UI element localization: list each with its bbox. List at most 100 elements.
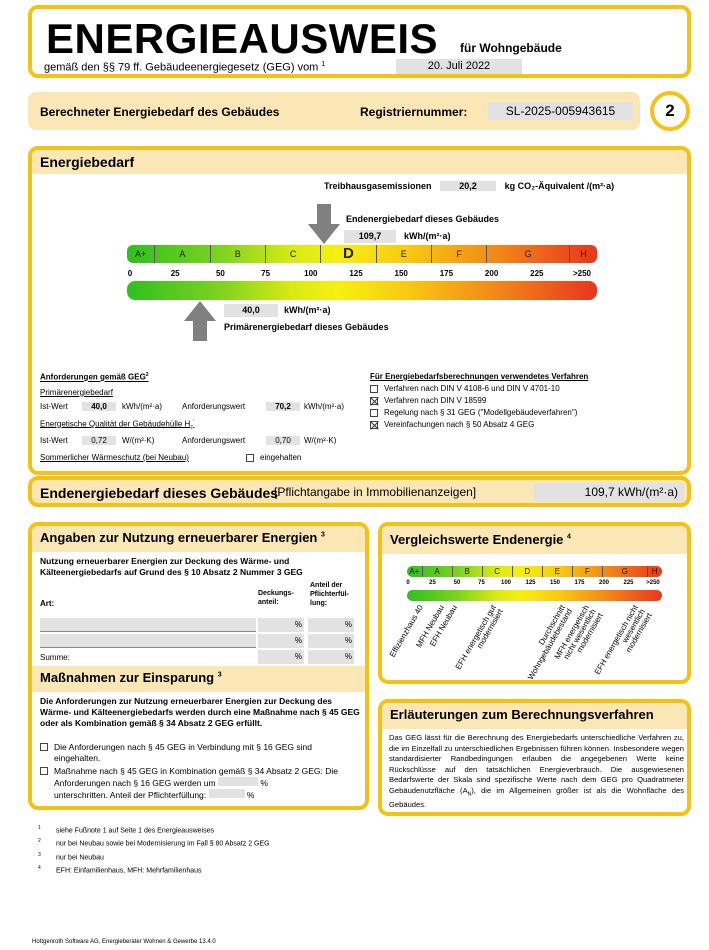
requirement-label: Anforderungswert [182,435,246,445]
tick-label: 125 [525,580,536,586]
renewable-section: Angaben zur Nutzung erneuerbarer Energie… [28,522,369,810]
unit: kWh/(m²·a) [122,401,162,411]
registration-label: Registriernummer: [360,105,468,119]
energy-class-scale: A+ A B C D E F G H [127,245,597,263]
pflicht-field[interactable]: % [308,618,354,632]
tick-label: 125 [349,269,363,278]
method-item: Verfahren nach DIN V 18599 [370,396,670,405]
footnote: 1 siehe Fußnote 1 auf Seite 1 des Energie… [38,823,270,836]
energy-class-a: A [423,566,453,577]
section-title: Energiebedarf [32,150,687,174]
document-title: ENERGIEAUSWEIS [46,15,439,62]
eingehalten-checkbox[interactable] [246,453,254,462]
summary-label: Endenergiebedarf dieses Gebäudes [40,485,279,501]
reduction-field[interactable] [217,777,258,786]
comparison-gradient-bar [407,590,662,601]
energy-class-aplus: A+ [407,566,423,577]
energiebedarf-section: Energiebedarf Treibhausgasemissionen 20,… [28,146,691,475]
method-checkbox[interactable] [370,396,378,405]
page-number-badge: 2 [650,91,690,131]
end-energy-unit: kWh/(m²·a) [404,231,451,241]
energy-class-c: C [266,245,322,263]
footnote: 4 EFH: Einfamilienhaus, MFH: Mehrfamilien… [38,863,270,876]
unit: W/(m²·K) [304,435,337,445]
footnote-ref: 2 [145,372,149,378]
footnote-text: nur bei Neubau sowie bei Modernisierung … [56,840,270,848]
method-label: Regelung nach § 31 GEG ("Modellgebäudeve… [384,408,578,417]
law-reference: gemäß den §§ 79 ff. Gebäudeenergiegesetz… [44,61,325,74]
requirements-title-text: Anforderungen gemäß GEG [40,372,146,382]
co2-unit: kg CO₂-Äquivalent /(m²·a) [504,181,615,191]
registration-bar: Berechneter Energiebedarf des Gebäudes R… [28,92,640,130]
tick-label: 225 [623,580,634,586]
method-checkbox[interactable] [370,408,378,417]
method-item: Vereinfachungen nach § 50 Absatz 4 GEG [370,420,670,429]
requirement-value: 0,70 [266,435,300,445]
art-field[interactable] [40,634,256,648]
text-main: Das GEG lässt für die Berechnung des Ene… [389,733,684,795]
title-text: Angaben zur Nutzung erneuerbarer Energie… [40,530,318,545]
tick-label: 75 [478,580,485,586]
option-1-checkbox[interactable] [40,743,48,751]
tick-label: 0 [127,269,133,278]
energy-class-f: F [573,566,603,577]
art-field[interactable] [40,618,256,632]
summer-protection-label: Sommerlicher Wärmeschutz (bei Neubau) [40,452,189,462]
summer-protection-row: Sommerlicher Wärmeschutz (bei Neubau) ei… [40,453,380,465]
footnote-number: 2 [38,838,41,845]
option-2: Maßnahme nach § 45 GEG in Kombination ge… [40,766,360,801]
footnote-ref: 3 [321,531,325,539]
tick-label: 225 [530,269,544,278]
option-1-label: Die Anforderungen nach § 45 GEG in Verbi… [54,742,312,763]
pflicht-field[interactable]: % [308,650,354,664]
massnahmen-intro: Die Anforderungen zur Nutzung erneuerbar… [40,696,360,728]
comparison-title: Vergleichswerte Endenergie 4 [382,526,687,554]
co2-row: Treibhausgasemissionen 20,2 kg CO₂-Äquiv… [324,181,614,191]
option-2-label-b: unterschritten. Anteil der Pflichterfüll… [54,790,207,800]
requirement-label: Anforderungswert [182,401,246,411]
tick-label: 175 [439,269,454,278]
energy-class-d: D [321,245,377,263]
method-label: Verfahren nach DIN V 4108-6 und DIN V 47… [384,384,560,393]
unit: W/(m²·K) [122,435,155,445]
primary-energy-value: 40,0 [224,304,278,317]
method-checkbox[interactable] [370,384,378,393]
deckung-field[interactable]: % [258,650,304,664]
footnote-text: EFH: Einfamilienhaus, MFH: Mehrfamilienh… [56,867,202,875]
law-text: gemäß den §§ 79 ff. Gebäudeenergiegesetz… [44,61,319,74]
energy-class-d: D [513,566,543,577]
pflicht-field[interactable]: % [308,634,354,648]
share-field[interactable] [208,789,245,798]
col-pflichterfuellung: Anteil der Pflichterfül-lung: [310,582,349,607]
tick-label: 100 [500,580,512,586]
comparison-class-scale: A+ A B C D E F G H [407,566,662,577]
option-2-checkbox[interactable] [40,767,48,775]
tick-label: 100 [304,269,318,278]
footnote-ref: 3 [217,671,222,679]
footnote-number: 1 [38,825,41,831]
energy-class-g: G [487,245,570,263]
energy-class-aplus: A+ [127,245,156,263]
co2-value: 20,2 [440,181,497,191]
registration-number: SL-2025-005943615 [488,102,633,120]
explanation-text: Das GEG lässt für die Berechnung des Ene… [389,733,684,811]
deckung-field[interactable]: % [258,634,304,648]
requirements-title: Anforderungen gemäß GEG2 [40,372,380,382]
method-title: Für Energiebedarfsberechnungen verwendet… [370,372,589,381]
energy-class-e: E [543,566,573,577]
deckung-field[interactable]: % [258,618,304,632]
envelope-title-text: Energetische Qualität der Gebäudehülle H [40,419,191,429]
energy-class-g: G [603,566,648,577]
renewable-intro: Nutzung erneuerbarer Energien zur Deckun… [40,556,303,577]
tick-label: 150 [394,269,408,278]
ist-label: Ist-Wert [40,401,68,411]
tick-label: >250 [572,269,592,278]
massnahmen-title: Maßnahmen zur Einsparung 3 [32,666,365,692]
tick-label: 200 [598,580,610,586]
tick-label: 50 [215,269,225,278]
title-text: Maßnahmen zur Einsparung [40,670,215,685]
tick-label: 25 [429,580,436,586]
option-2-label: Maßnahme nach § 45 GEG in Kombination ge… [54,766,338,788]
comparison-label: EFH energetisch gut modernisiert [453,603,506,672]
method-checkbox[interactable] [370,420,378,429]
